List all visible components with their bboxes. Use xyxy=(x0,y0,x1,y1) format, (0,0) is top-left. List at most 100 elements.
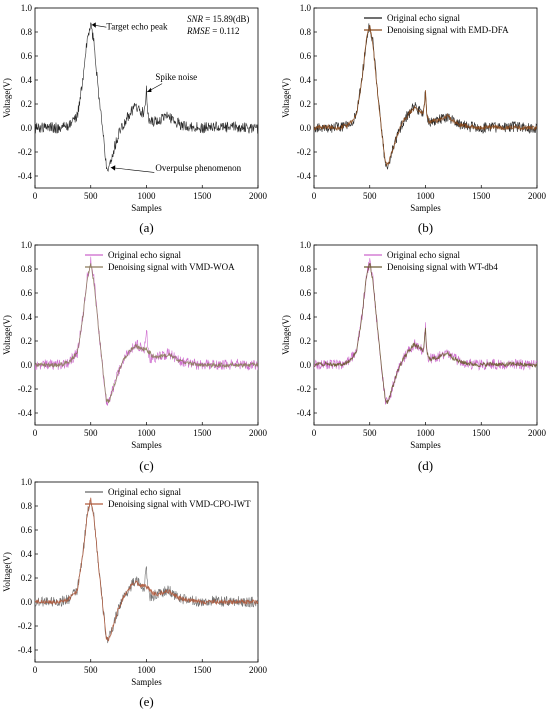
annotation-spike: Spike noise xyxy=(155,72,197,82)
annotation-peak: Target echo peak xyxy=(106,22,168,32)
x-axis-label: Samples xyxy=(131,440,162,450)
y-tick-label: -0.4 xyxy=(18,171,33,181)
y-tick-label: 1.0 xyxy=(300,3,312,13)
y-tick-label: 0.8 xyxy=(300,264,312,274)
panel-d: 0 500 1000 1500 2000 -0.4 -0.2 0.0 0.2 0.4 0.6 0.8 1… xyxy=(281,240,547,473)
y-axis-label: Voltage(V) xyxy=(281,315,291,355)
panel-caption: (a) xyxy=(139,220,153,235)
y-tick-label: 1.0 xyxy=(21,240,33,250)
legend-label: Original echo signal xyxy=(387,250,460,260)
x-axis-label: Samples xyxy=(410,203,441,213)
x-tick-label: 0 xyxy=(33,665,38,675)
x-tick-label: 1500 xyxy=(472,191,491,201)
y-tick-label: 0.4 xyxy=(21,75,33,85)
y-tick-label: 0.2 xyxy=(300,336,311,346)
panel-e: 0 500 1000 1500 2000 -0.4 -0.2 0.0 0.2 0.4 0.6 0.8 1… xyxy=(2,477,268,709)
y-axis-label: Voltage(V) xyxy=(2,315,12,355)
annotation-peak-arrowhead xyxy=(91,22,96,28)
y-tick-label: 0.4 xyxy=(21,549,33,559)
y-tick-label: 0.8 xyxy=(21,27,33,37)
x-tick-label: 1000 xyxy=(138,665,157,675)
y-tick-label: 0.8 xyxy=(21,264,33,274)
x-tick-label: 0 xyxy=(312,191,317,201)
legend-label: Denoising signal with WT-db4 xyxy=(387,262,498,272)
x-tick-label: 0 xyxy=(33,191,38,201)
x-tick-label: 1500 xyxy=(193,665,212,675)
snr-metric: SNR = 15.89(dB) xyxy=(187,14,249,24)
legend-label: Denoising signal with EMD-DFA xyxy=(387,25,509,35)
y-tick-label: 0.4 xyxy=(300,312,312,322)
x-tick-label: 0 xyxy=(312,428,317,438)
y-tick-label: 0.2 xyxy=(21,99,32,109)
y-tick-label: -0.4 xyxy=(18,645,33,655)
x-tick-label: 2000 xyxy=(249,191,268,201)
legend-label: Denoising signal with VMD-CPO-IWT xyxy=(108,499,251,509)
y-tick-label: 0.2 xyxy=(21,336,32,346)
panel-caption: (b) xyxy=(418,220,433,235)
legend-label: Original echo signal xyxy=(387,13,460,23)
y-tick-label: 0.0 xyxy=(21,123,33,133)
y-tick-label: 0.8 xyxy=(300,27,312,37)
y-tick-label: 0.4 xyxy=(300,75,312,85)
series-line-denoised xyxy=(314,262,537,405)
x-tick-label: 2000 xyxy=(249,665,268,675)
x-tick-label: 500 xyxy=(363,428,377,438)
y-tick-label: 0.8 xyxy=(21,501,33,511)
plot-frame xyxy=(34,244,259,426)
x-axis-label: Samples xyxy=(131,203,162,213)
x-tick-label: 2000 xyxy=(528,191,547,201)
y-tick-label: 1.0 xyxy=(21,477,33,487)
panel-caption: (e) xyxy=(139,694,153,709)
legend-label: Denoising signal with VMD-WOA xyxy=(108,262,235,272)
annotation-overpulse: Overpulse phenomenon xyxy=(155,163,241,173)
panel-caption: (d) xyxy=(418,458,433,473)
series-line-original xyxy=(35,502,258,644)
x-tick-label: 1000 xyxy=(417,428,436,438)
x-tick-label: 2000 xyxy=(528,428,547,438)
y-tick-label: 0.6 xyxy=(21,525,33,535)
y-tick-label: 0.6 xyxy=(300,288,312,298)
x-tick-label: 500 xyxy=(363,191,377,201)
x-tick-label: 1000 xyxy=(138,191,157,201)
x-tick-label: 1500 xyxy=(193,428,212,438)
y-axis-label: Voltage(V) xyxy=(2,78,12,118)
rmse-metric: RMSE = 0.112 xyxy=(186,26,240,36)
y-tick-label: 0.2 xyxy=(21,573,32,583)
panel-a: 0 500 1000 1500 2000 -0.4 -0.2 0.0 0.2 0.4 0.6 0.8 1… xyxy=(2,3,268,235)
x-axis-label: Samples xyxy=(131,677,162,687)
panel-caption: (c) xyxy=(139,458,153,473)
y-tick-label: 0.0 xyxy=(300,123,312,133)
y-tick-label: 1.0 xyxy=(21,3,33,13)
y-tick-label: 1.0 xyxy=(300,240,312,250)
x-tick-label: 500 xyxy=(84,428,98,438)
y-tick-label: -0.2 xyxy=(297,384,311,394)
x-tick-label: 2000 xyxy=(249,428,268,438)
y-tick-label: 0.6 xyxy=(21,51,33,61)
series-line-denoised xyxy=(35,263,258,404)
y-tick-label: -0.2 xyxy=(18,147,32,157)
annotation-overpulse-arrow xyxy=(110,167,155,173)
series-line-denoised xyxy=(35,497,258,642)
y-tick-label: -0.4 xyxy=(297,171,312,181)
y-tick-label: 0.2 xyxy=(300,99,311,109)
y-tick-label: 0.6 xyxy=(21,288,33,298)
y-tick-label: 0.4 xyxy=(21,312,33,322)
x-tick-label: 0 xyxy=(33,428,38,438)
y-tick-label: -0.4 xyxy=(18,408,33,418)
y-tick-label: 0.0 xyxy=(300,360,312,370)
y-tick-label: -0.2 xyxy=(18,621,32,631)
y-tick-label: -0.4 xyxy=(297,408,312,418)
x-tick-label: 1000 xyxy=(417,191,436,201)
y-axis-label: Voltage(V) xyxy=(2,552,12,592)
y-tick-label: 0.0 xyxy=(21,360,33,370)
x-tick-label: 1500 xyxy=(472,428,491,438)
y-tick-label: -0.2 xyxy=(297,147,311,157)
y-tick-label: 0.0 xyxy=(21,597,33,607)
legend-label: Original echo signal xyxy=(108,250,181,260)
annotation-overpulse-arrowhead xyxy=(110,165,116,171)
y-tick-label: -0.2 xyxy=(18,384,32,394)
x-tick-label: 1000 xyxy=(138,428,157,438)
panel-c: 0 500 1000 1500 2000 -0.4 -0.2 0.0 0.2 0.4 0.6 0.8 1… xyxy=(2,240,268,473)
x-tick-label: 500 xyxy=(84,665,98,675)
